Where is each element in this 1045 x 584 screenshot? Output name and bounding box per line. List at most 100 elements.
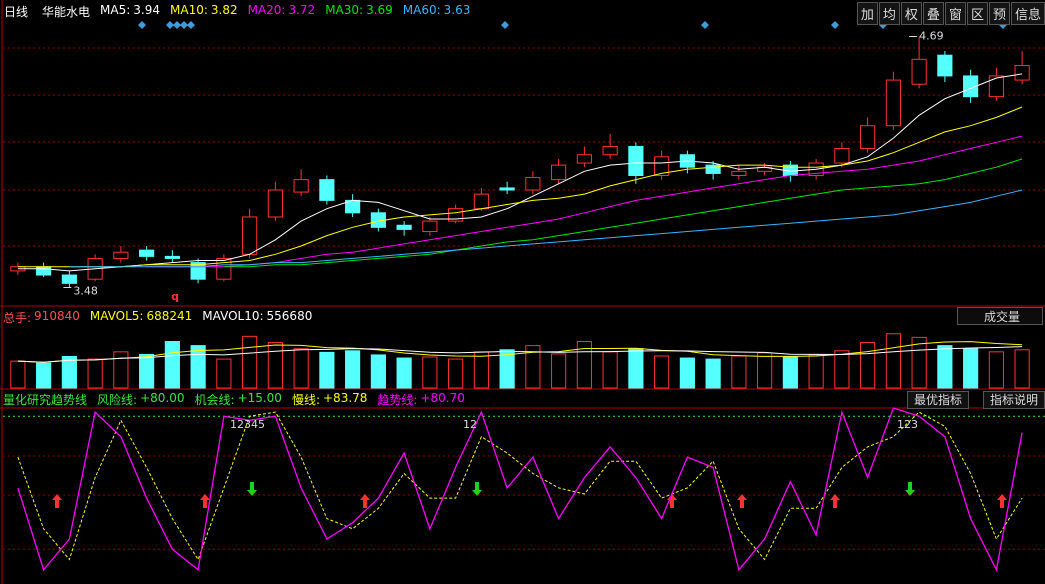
legend-value: +83.78 [323,391,368,405]
legend-name: 总手: [3,311,32,325]
legend-name: MA10: [170,3,208,17]
candle-body [267,189,283,218]
indicator-help-button[interactable]: 指标说明 [983,391,1045,409]
toolbar: 加均权叠窗区预信息 [856,2,1045,25]
line-series [17,346,1023,363]
candle-body [937,54,953,77]
legend-value: +80.70 [420,391,465,405]
best-indicator-button[interactable]: 最优指标 [907,391,970,409]
indicator-select[interactable]: 成交量 [957,307,1043,325]
candle-body [113,251,129,259]
volume-bar [628,348,644,389]
volume-bar [10,360,26,389]
legend-name: MAVOL10: [202,309,264,323]
legend-value: 3.94 [133,3,160,17]
toolbar-button[interactable]: 加 [856,2,878,25]
candle-body [216,257,232,280]
legend-value: 910840 [34,309,80,323]
volume-bar [370,354,386,389]
candle-body [242,216,258,255]
candle-body [319,179,335,201]
candle-body [963,75,979,98]
volume-header: 总手: 910840 MAVOL5: 688241 MAVOL10: 556680 [3,309,312,326]
toolbar-button[interactable]: 信息 [1010,2,1045,25]
candle-body [1014,65,1030,81]
price-header: 日线 华能水电 MA5: 3.94 MA10: 3.82 MA20: 3.72 MA30: 3.6… [4,3,470,20]
volume-bar [36,362,52,389]
candle-body [551,164,567,181]
candle-body [834,148,850,164]
volume-bar [988,351,1004,389]
up-arrow [52,494,1007,508]
legend-entry: 总手: 910840 [3,309,80,326]
legend-value: 3.82 [210,3,238,17]
candle-body [602,145,618,156]
volume-bar [216,358,232,389]
volume-bar [345,350,361,389]
legend-entry: 机会线: +15.00 [194,391,281,408]
volume-bar [757,352,773,389]
legend-name: 趋势线: [377,393,418,407]
toolbar-button[interactable]: 叠 [922,2,944,25]
line-series [17,411,1023,561]
max-label: 4.69 [919,30,944,43]
candle-body [628,145,644,176]
legend-entry: 慢线: +83.78 [292,391,367,408]
stock-name: 华能水电 [42,5,91,19]
volume-bar [113,351,129,389]
volume-bar [473,351,489,389]
legend-value: 3.69 [366,3,393,17]
candle-body [36,266,52,276]
toolbar-button[interactable]: 区 [966,2,988,25]
legend-name: 机会线: [194,393,235,407]
legend-value: +15.00 [237,391,282,405]
volume-bar [551,353,567,389]
volume-bar [963,348,979,389]
buy-arrows [52,494,1007,508]
signal-diamonds [138,21,1007,29]
legend-name: MA30: [325,3,364,17]
legend-entry: MA30: 3.69 [325,3,393,20]
candle-body [422,220,438,232]
line-series [146,135,1023,268]
legend-value: 688241 [146,309,193,323]
volume-bar [602,351,618,389]
legend-value: 3.63 [443,3,471,17]
toolbar-button[interactable]: 权 [900,2,922,25]
candle-body [293,179,309,193]
volume-bar [937,345,953,389]
line-series [17,407,1023,572]
indicator-header: 量化研究趋势线 风险线: +80.00 机会线: +15.00 慢线: +83.78 趋势线:… [3,391,465,408]
candle-body [164,255,180,259]
legend-entry: 趋势线: +80.70 [377,391,464,408]
toolbar-button[interactable]: 预 [988,2,1010,25]
toolbar-button[interactable]: 窗 [944,2,966,25]
volume-bar [782,356,798,389]
volume-bar [242,335,258,389]
toolbar-button[interactable]: 均 [878,2,900,25]
min-label: 3.48 [73,284,98,297]
volume-bar [808,354,824,389]
legend-entry: MA5: 3.94 [100,3,160,20]
line-series [17,341,1023,363]
indicator-title: 量化研究趋势线 [3,393,88,407]
volume-bar [834,350,850,389]
diamond [138,21,1007,29]
candle-body [885,79,901,127]
volume-bar [1014,349,1030,389]
legend-entry: MA10: 3.82 [170,3,238,20]
volume-bar [396,357,412,389]
volume-bar [293,348,309,389]
volume-bar [164,341,180,389]
volume-bar [448,358,464,389]
candle-body [473,193,489,210]
annotation: 123 [897,418,918,431]
candle-body [654,156,670,176]
line-series [69,189,1023,268]
legend-name: MAVOL5: [89,309,144,323]
volume-bar [139,353,155,389]
candle-body [576,154,592,164]
volume-bar [87,358,103,389]
legend-name: MA60: [402,3,441,17]
